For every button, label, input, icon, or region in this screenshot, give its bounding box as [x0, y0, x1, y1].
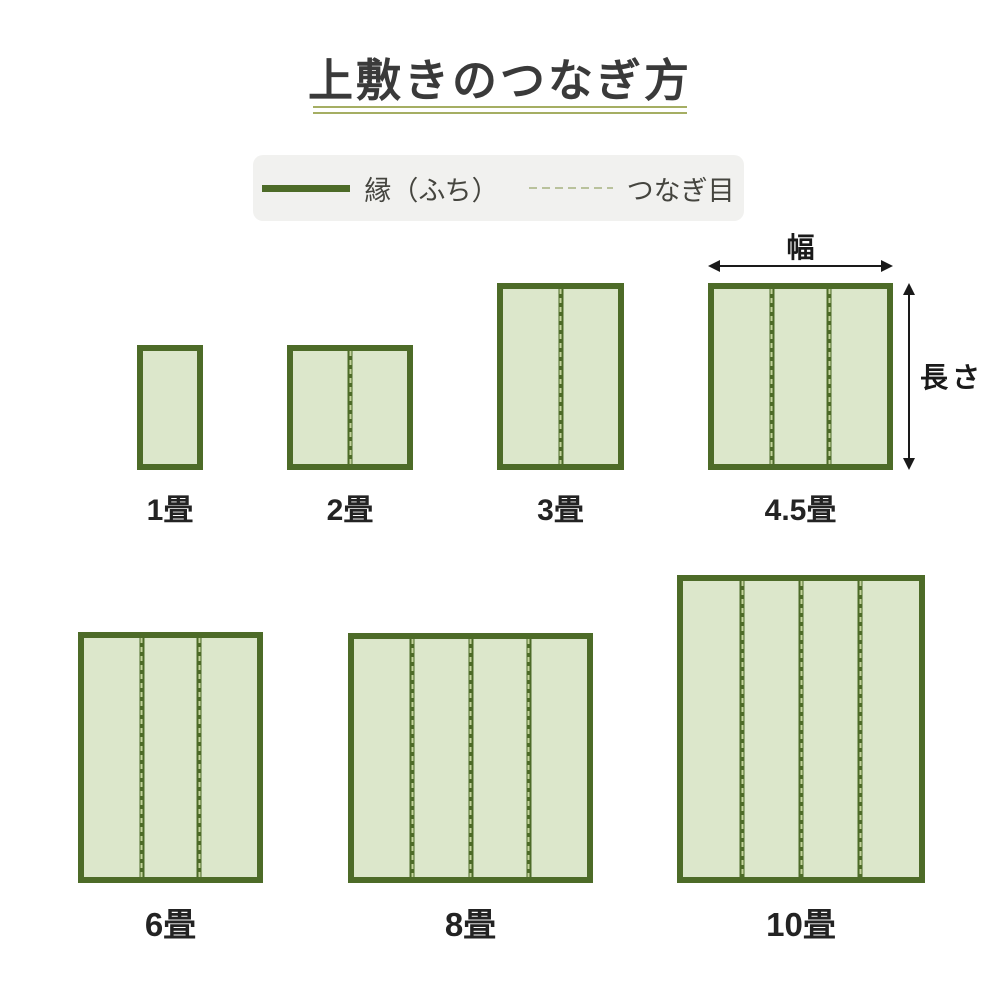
- mat-1jo: [137, 345, 203, 470]
- mat-2jo-label: 2畳: [326, 494, 374, 527]
- length-dimension-arrow: [903, 283, 915, 470]
- seam-dash-pattern: [800, 581, 802, 877]
- mat-1jo-label: 1畳: [146, 494, 194, 527]
- mat-4-5jo: [708, 283, 893, 470]
- seam-dash-pattern: [469, 639, 472, 877]
- seam-line: [769, 289, 775, 464]
- seam-line: [347, 351, 353, 464]
- seam-dashed-line-swatch: [528, 187, 613, 189]
- seam-line: [857, 581, 863, 877]
- seam-dash-pattern: [198, 638, 201, 877]
- mat-2jo: [287, 345, 413, 470]
- mat-10jo: [677, 575, 925, 883]
- seam-line: [196, 638, 202, 877]
- mat-6jo: [78, 632, 263, 883]
- length-dimension-label: 長さ: [920, 362, 985, 393]
- mat-3jo: [497, 283, 624, 470]
- seam-dash-pattern: [349, 351, 351, 464]
- title-underline-decoration: [313, 106, 687, 114]
- seam-line: [826, 289, 832, 464]
- mat-8jo-label: 8畳: [444, 906, 497, 943]
- mat-4-5jo-label: 4.5畳: [764, 494, 837, 527]
- mat-10jo-label: 10畳: [766, 906, 836, 943]
- legend-box: 縁（ふち） つなぎ目: [253, 155, 744, 221]
- seam-dash-pattern: [559, 289, 562, 464]
- seam-dash-pattern: [140, 638, 143, 877]
- mat-8jo: [348, 633, 593, 883]
- seam-dash-pattern: [741, 581, 743, 877]
- mat-3jo-label: 3畳: [537, 494, 584, 527]
- seam-line: [409, 639, 415, 877]
- seam-line: [798, 581, 804, 877]
- seam-line: [468, 639, 473, 877]
- edge-line-swatch: [262, 184, 351, 192]
- mat-6jo-label: 6畳: [144, 906, 197, 943]
- seam-dash-pattern: [770, 289, 773, 464]
- page-title: 上敷きのつなぎ方: [307, 55, 692, 106]
- seam-line: [558, 289, 563, 464]
- seam-dash-pattern: [859, 581, 861, 877]
- seam-dash-pattern: [527, 639, 530, 877]
- edge-legend-label: 縁（ふち）: [364, 175, 499, 206]
- width-dimension-label: 幅: [786, 232, 815, 263]
- seam-line: [139, 638, 145, 877]
- seam-line: [526, 639, 532, 877]
- seam-line: [739, 581, 745, 877]
- seam-dash-pattern: [411, 639, 414, 877]
- seam-legend-label: つなぎ目: [626, 175, 735, 206]
- seam-dash-pattern: [828, 289, 831, 464]
- width-dimension-arrow: [708, 260, 893, 272]
